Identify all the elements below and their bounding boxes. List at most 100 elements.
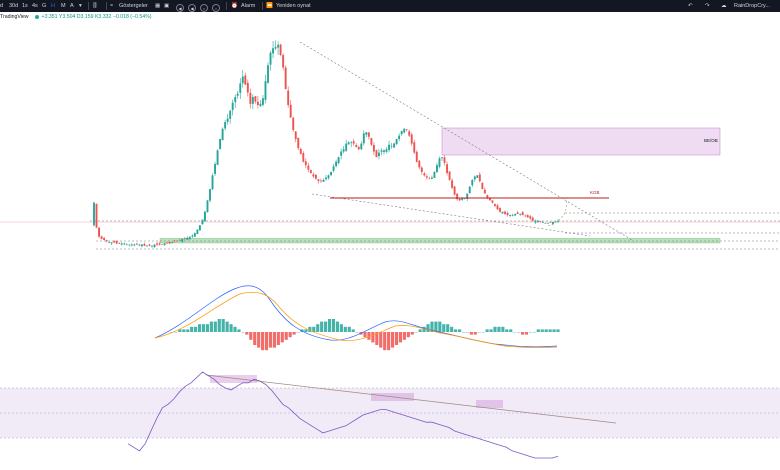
key-level-label: KGB: [590, 190, 600, 195]
macd-histogram-bar: [501, 326, 505, 332]
candle-body: [115, 240, 118, 244]
candle-body: [153, 244, 156, 247]
macd-histogram-bar: [520, 332, 525, 335]
bearish-ob-label: BE/OB: [704, 138, 718, 143]
indicators-icon[interactable]: ≈: [110, 3, 114, 9]
candle-body: [108, 242, 111, 243]
candle-body: [415, 151, 418, 162]
macd-histogram-bar: [257, 332, 261, 348]
candle-body: [380, 150, 383, 152]
account-button[interactable]: RainDropCry...: [734, 3, 770, 9]
interval-a-button[interactable]: A: [70, 3, 74, 9]
candle-body: [201, 219, 204, 225]
candle-body: [267, 65, 269, 83]
macd-histogram-bar: [316, 324, 320, 332]
descending-support-trendline: [311, 193, 591, 237]
candle-body: [466, 193, 469, 199]
alarm-button[interactable]: Alarm: [241, 3, 256, 9]
candle-body: [367, 132, 370, 137]
candle-body: [299, 148, 302, 154]
macd-histogram-bar: [249, 332, 253, 340]
replay-button[interactable]: Yeniden oynat: [276, 3, 311, 9]
candle-body: [493, 204, 496, 206]
candle-body: [203, 211, 206, 222]
interval-m-button[interactable]: M: [61, 3, 66, 9]
candle-body: [161, 244, 164, 246]
candle-body: [186, 237, 189, 240]
candle-body: [224, 122, 227, 129]
candle-body: [98, 227, 101, 237]
macd-histogram-bar: [442, 324, 446, 332]
interval-g-button[interactable]: G: [42, 3, 47, 9]
rsi-panel: [0, 371, 780, 459]
candle-body: [158, 243, 161, 245]
interval-1s-button[interactable]: 1s: [22, 3, 28, 9]
chart-type-icon[interactable]: ▾: [79, 3, 82, 9]
signal-line: [154, 291, 558, 349]
candle-body: [471, 179, 474, 186]
candle-body: [251, 97, 254, 104]
candle-body: [524, 215, 527, 217]
candle-body: [408, 131, 411, 136]
candle-body: [249, 92, 252, 104]
candle-body: [428, 178, 431, 180]
macd-histogram-bar: [182, 329, 186, 332]
candle-body: [395, 139, 398, 145]
redo-icon[interactable]: ↷: [705, 3, 710, 9]
macd-histogram-bar: [394, 332, 399, 345]
rsi-divergence-box: [476, 400, 503, 408]
macd-histogram-bar: [320, 321, 324, 332]
interval-h-button[interactable]: H: [51, 3, 55, 9]
candle-body: [103, 237, 106, 241]
cloud-icon[interactable]: ☁: [721, 3, 727, 9]
candle-body: [435, 165, 438, 173]
interval-30d-button[interactable]: 30d: [9, 3, 19, 9]
candle-body: [511, 215, 514, 216]
candle-body: [133, 244, 136, 246]
candle-body: [156, 243, 159, 245]
candle-body: [196, 229, 199, 234]
candle-body: [221, 128, 224, 141]
candle-body: [178, 240, 181, 241]
interval-4s-button[interactable]: 4s: [32, 3, 38, 9]
candle-body: [420, 167, 423, 172]
candle-body: [501, 211, 504, 214]
candle-body: [307, 165, 310, 170]
indicators-button[interactable]: Göstergeler: [119, 3, 148, 9]
candle-body: [325, 177, 327, 180]
templates-icon[interactable]: ▣: [164, 3, 170, 9]
alarm-clock-icon[interactable]: ⏰: [231, 3, 238, 9]
macd-histogram-bar: [548, 329, 552, 332]
macd-histogram-bar: [497, 326, 501, 332]
candles-icon[interactable]: ⫿⫿: [93, 3, 97, 9]
candle-body: [226, 118, 229, 122]
candle-body: [476, 175, 479, 178]
macd-histogram-bar: [363, 332, 367, 338]
candle-body: [277, 44, 280, 48]
undo-icon[interactable]: ↶: [688, 3, 693, 9]
candle-body: [105, 240, 108, 242]
macd-histogram-bar: [375, 332, 379, 345]
chart-legend: TradingView +3.351 Y3.504 D3.159 K3.332 −…: [0, 14, 152, 23]
candle-body: [352, 141, 355, 144]
top-toolbar: d 30d 1s 4s G H M A ▾ ⫿⫿ ≈ Göstergeler ▦…: [0, 0, 780, 12]
candle-body: [191, 235, 194, 237]
candle-body: [539, 221, 542, 222]
macd-histogram-bar: [205, 324, 210, 332]
macd-histogram-bar: [209, 321, 213, 332]
candle-body: [372, 144, 375, 152]
candle-body: [239, 83, 242, 93]
macd-histogram-bar: [194, 326, 198, 332]
replay-icon[interactable]: ⏪: [266, 3, 273, 9]
macd-histogram-bar: [402, 332, 406, 340]
candle-body: [256, 101, 259, 105]
candle-body: [473, 176, 476, 180]
interval-partial-button[interactable]: d: [0, 3, 4, 9]
candle-body: [398, 135, 401, 140]
candle-body: [312, 174, 315, 177]
candle-body: [337, 157, 340, 164]
candle-body: [514, 213, 517, 216]
layout-icon[interactable]: ▦: [155, 3, 161, 9]
candle-body: [400, 131, 403, 135]
